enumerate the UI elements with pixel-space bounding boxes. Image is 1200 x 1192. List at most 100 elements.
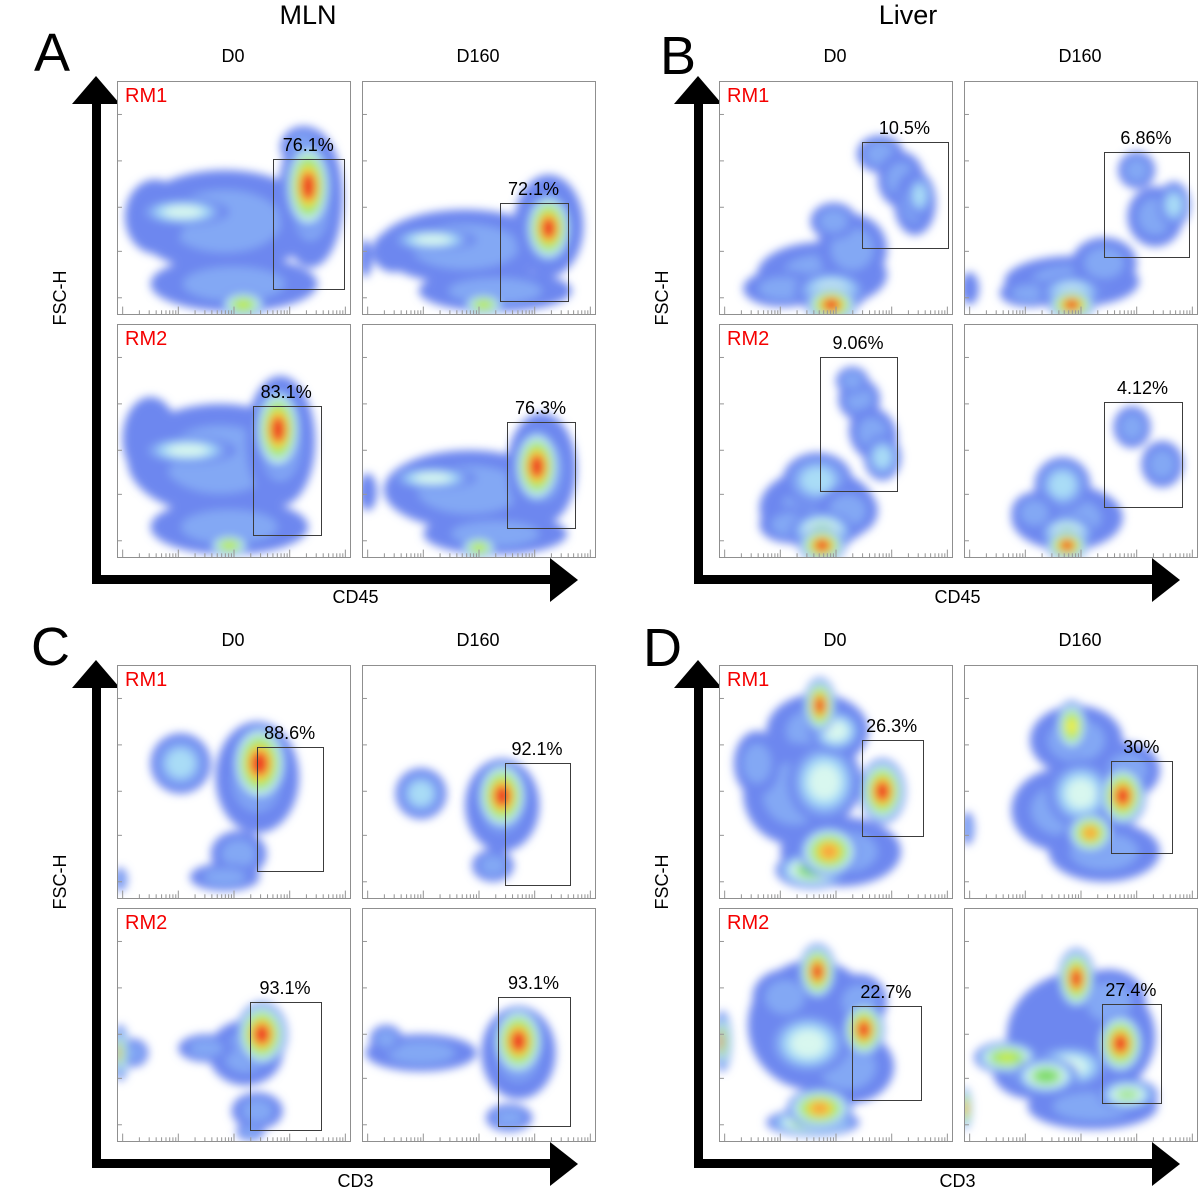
column-header-d160: D160 xyxy=(456,630,500,650)
column-header-d160: D160 xyxy=(456,46,500,66)
flow-plot-d-rm1-d160: 30% xyxy=(964,665,1198,899)
gate-percentage: 93.1% xyxy=(507,973,560,994)
density-canvas xyxy=(363,697,591,898)
flow-plot-c-rm2-d0: 93.1% RM2 xyxy=(117,908,351,1142)
gate-box xyxy=(257,747,325,873)
x-axis-line xyxy=(694,1159,1152,1168)
x-axis-label: CD3 xyxy=(939,1171,976,1191)
gate-percentage: 83.1% xyxy=(260,382,312,403)
animal-label: RM1 xyxy=(125,85,168,107)
gate-box xyxy=(506,422,577,529)
density-canvas xyxy=(965,697,1193,898)
column-header-d0: D0 xyxy=(823,46,847,66)
gate-percentage: 4.12% xyxy=(1116,377,1168,398)
animal-label: RM1 xyxy=(125,669,168,691)
y-axis-label: FSC-H xyxy=(50,270,70,326)
x-axis-arrowhead-icon xyxy=(550,558,578,602)
density-canvas xyxy=(363,356,591,557)
flow-plot-a-rm2-d0: 83.1% RM2 xyxy=(117,324,351,558)
flow-plot-c-rm1-d160: 92.1% xyxy=(362,665,596,899)
gate-percentage: 76.3% xyxy=(514,398,566,419)
x-axis-label: CD3 xyxy=(337,1171,374,1191)
panel-letter-c: C xyxy=(31,617,70,677)
gate-percentage: 72.1% xyxy=(507,178,560,199)
animal-label: RM2 xyxy=(125,328,168,350)
y-axis-arrowhead-icon xyxy=(674,660,722,688)
gate-box xyxy=(273,158,346,291)
density-canvas xyxy=(720,356,948,557)
tissue-title-liver: Liver xyxy=(878,0,938,30)
gate-percentage: 10.5% xyxy=(878,118,930,139)
column-header-d160: D160 xyxy=(1058,46,1102,66)
y-axis-line xyxy=(694,687,703,1167)
density-canvas xyxy=(720,677,948,898)
y-axis-arrowhead-icon xyxy=(72,76,120,104)
gate-box xyxy=(1111,761,1174,854)
gate-box xyxy=(499,202,570,303)
gate-percentage: 6.86% xyxy=(1120,127,1172,148)
gate-box xyxy=(252,406,322,536)
gate-percentage: 30% xyxy=(1123,737,1160,758)
gate-percentage: 76.1% xyxy=(282,134,334,155)
x-axis-arrowhead-icon xyxy=(550,1142,578,1186)
gate-percentage: 22.7% xyxy=(860,982,912,1003)
y-axis-line xyxy=(694,103,703,583)
density-canvas xyxy=(118,940,346,1141)
y-axis-arrowhead-icon xyxy=(72,660,120,688)
gate-box xyxy=(819,357,899,492)
animal-label: RM2 xyxy=(125,912,168,934)
y-axis-line xyxy=(92,687,101,1167)
animal-label: RM2 xyxy=(727,328,770,350)
gate-box xyxy=(1104,401,1183,508)
x-axis-arrowhead-icon xyxy=(1152,558,1180,602)
flow-plot-d-rm1-d0: 26.3% RM1 xyxy=(719,665,953,899)
animal-label: RM1 xyxy=(727,669,770,691)
gate-percentage: 9.06% xyxy=(832,333,884,354)
x-axis-label: CD45 xyxy=(332,587,379,607)
x-axis-line xyxy=(694,575,1152,584)
gate-percentage: 93.1% xyxy=(259,977,311,998)
column-header-d0: D0 xyxy=(221,630,245,650)
flow-plot-b-rm2-d160: 4.12% xyxy=(964,324,1198,558)
animal-label: RM1 xyxy=(727,85,770,107)
density-canvas xyxy=(363,113,591,314)
density-canvas xyxy=(118,356,346,557)
column-header-d0: D0 xyxy=(823,630,847,650)
panel-letter-b: B xyxy=(660,26,697,86)
density-canvas xyxy=(720,113,948,314)
gate-box xyxy=(861,740,924,838)
column-header-d160: D160 xyxy=(1058,630,1102,650)
y-axis-line xyxy=(92,103,101,583)
gate-box xyxy=(1104,151,1190,258)
y-axis-label: FSC-H xyxy=(652,854,672,910)
gate-box xyxy=(504,763,572,887)
gate-percentage: 27.4% xyxy=(1105,980,1157,1001)
density-canvas xyxy=(118,113,346,314)
gate-percentage: 92.1% xyxy=(511,739,563,760)
gate-percentage: 26.3% xyxy=(866,716,918,737)
flow-plot-a-rm1-d160: 72.1% xyxy=(362,81,596,315)
density-canvas xyxy=(363,940,591,1141)
animal-label: RM2 xyxy=(727,912,770,934)
gate-box xyxy=(852,1006,922,1102)
density-canvas xyxy=(965,356,1193,557)
panel-b: B D0 D160 FSC-H CD45 10.5% RM1 6.86% 9.0… xyxy=(602,0,1200,607)
flow-plot-a-rm2-d160: 76.3% xyxy=(362,324,596,558)
flow-plot-b-rm1-d160: 6.86% xyxy=(964,81,1198,315)
panel-letter-a: A xyxy=(34,23,71,83)
flow-plot-c-rm1-d0: 88.6% RM1 xyxy=(117,665,351,899)
flow-plot-b-rm2-d0: 9.06% RM2 xyxy=(719,324,953,558)
y-axis-label: FSC-H xyxy=(50,854,70,910)
gate-percentage: 88.6% xyxy=(264,723,316,744)
x-axis-label: CD45 xyxy=(934,587,981,607)
gate-box xyxy=(497,997,572,1127)
gate-box xyxy=(250,1001,322,1132)
gate-box xyxy=(861,142,950,249)
flow-plot-b-rm1-d0: 10.5% RM1 xyxy=(719,81,953,315)
x-axis-arrowhead-icon xyxy=(1152,1142,1180,1186)
y-axis-label: FSC-H xyxy=(652,270,672,326)
x-axis-line xyxy=(92,575,550,584)
flow-plot-d-rm2-d160: 27.4% xyxy=(964,908,1198,1142)
panel-a: A D0 D160 FSC-H CD45 76.1% RM1 72.1% 83.… xyxy=(0,0,600,607)
